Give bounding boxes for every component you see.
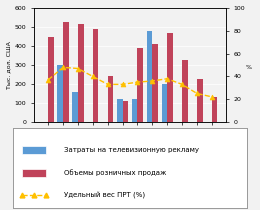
Text: Затраты на телевизионную рекламу: Затраты на телевизионную рекламу — [64, 147, 199, 154]
Bar — [122, 101, 128, 122]
FancyBboxPatch shape — [22, 169, 46, 177]
Text: Объемы розничных продаж: Объемы розничных продаж — [64, 169, 167, 176]
Bar — [212, 97, 217, 122]
Bar — [93, 29, 99, 122]
Bar — [132, 99, 138, 122]
Bar — [197, 79, 203, 122]
Bar — [78, 24, 84, 122]
Y-axis label: Тыс. дол. США: Тыс. дол. США — [7, 41, 12, 89]
Text: Удельный вес ПРТ (%): Удельный вес ПРТ (%) — [64, 192, 146, 199]
Bar — [48, 37, 54, 122]
FancyBboxPatch shape — [22, 146, 46, 154]
Bar — [117, 99, 122, 122]
Bar — [182, 60, 188, 122]
Bar — [57, 65, 63, 122]
Bar — [152, 44, 158, 122]
Bar — [147, 31, 152, 122]
Y-axis label: %: % — [245, 65, 251, 70]
Bar — [167, 33, 173, 122]
Bar — [138, 48, 143, 122]
Bar — [161, 84, 167, 122]
Bar — [63, 22, 69, 122]
Bar — [108, 76, 113, 122]
Bar — [72, 92, 78, 122]
